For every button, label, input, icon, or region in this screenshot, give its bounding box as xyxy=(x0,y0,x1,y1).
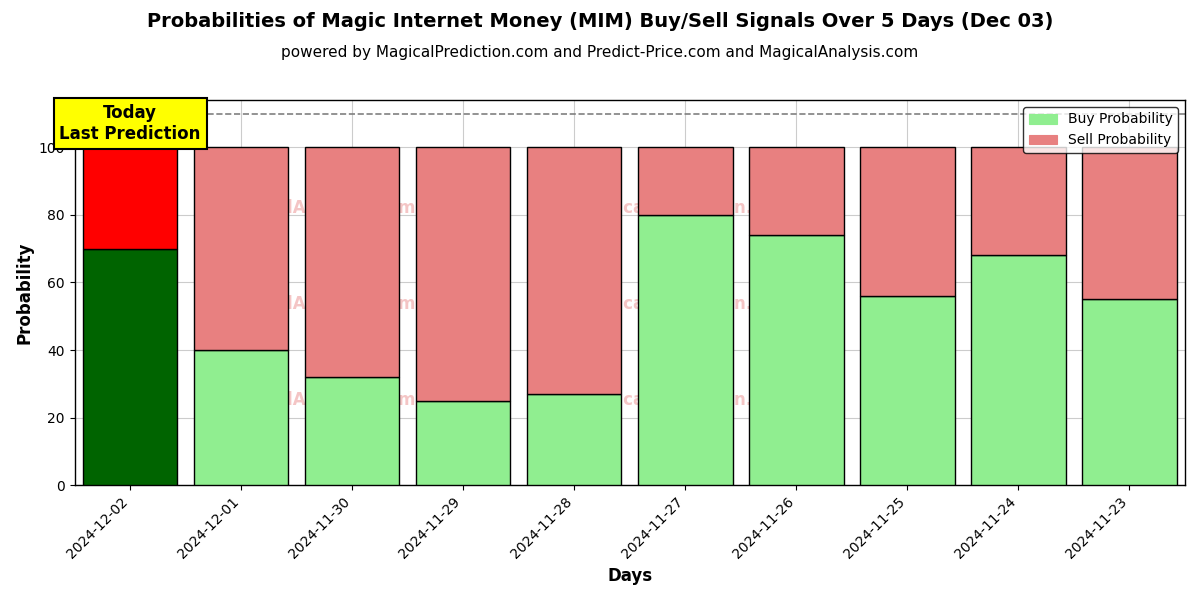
Bar xyxy=(416,401,510,485)
Bar xyxy=(416,148,510,401)
Bar xyxy=(1082,299,1177,485)
Bar xyxy=(638,148,732,215)
Y-axis label: Probability: Probability xyxy=(16,241,34,344)
Bar xyxy=(527,394,622,485)
Bar xyxy=(83,148,178,248)
Text: powered by MagicalPrediction.com and Predict-Price.com and MagicalAnalysis.com: powered by MagicalPrediction.com and Pre… xyxy=(281,45,919,60)
Bar xyxy=(527,148,622,394)
Bar xyxy=(638,215,732,485)
Bar xyxy=(971,148,1066,256)
Bar xyxy=(860,148,955,296)
Bar xyxy=(194,350,288,485)
Bar xyxy=(305,148,400,377)
Bar xyxy=(83,248,178,485)
Bar xyxy=(860,296,955,485)
Text: MagicalAnalysis.com: MagicalAnalysis.com xyxy=(222,391,416,409)
Bar xyxy=(749,235,844,485)
Bar xyxy=(305,377,400,485)
Bar xyxy=(749,148,844,235)
Text: Today
Last Prediction: Today Last Prediction xyxy=(60,104,200,143)
Bar xyxy=(1082,148,1177,299)
Text: MagicalPrediction.com: MagicalPrediction.com xyxy=(578,391,792,409)
Legend: Buy Probability, Sell Probability: Buy Probability, Sell Probability xyxy=(1024,107,1178,153)
Text: MagicalPrediction.com: MagicalPrediction.com xyxy=(578,199,792,217)
Text: MagicalAnalysis.com: MagicalAnalysis.com xyxy=(222,295,416,313)
Bar xyxy=(194,148,288,350)
Text: MagicalAnalysis.com: MagicalAnalysis.com xyxy=(222,199,416,217)
Text: Probabilities of Magic Internet Money (MIM) Buy/Sell Signals Over 5 Days (Dec 03: Probabilities of Magic Internet Money (M… xyxy=(146,12,1054,31)
Text: MagicalPrediction.com: MagicalPrediction.com xyxy=(578,295,792,313)
X-axis label: Days: Days xyxy=(607,567,653,585)
Bar xyxy=(971,256,1066,485)
